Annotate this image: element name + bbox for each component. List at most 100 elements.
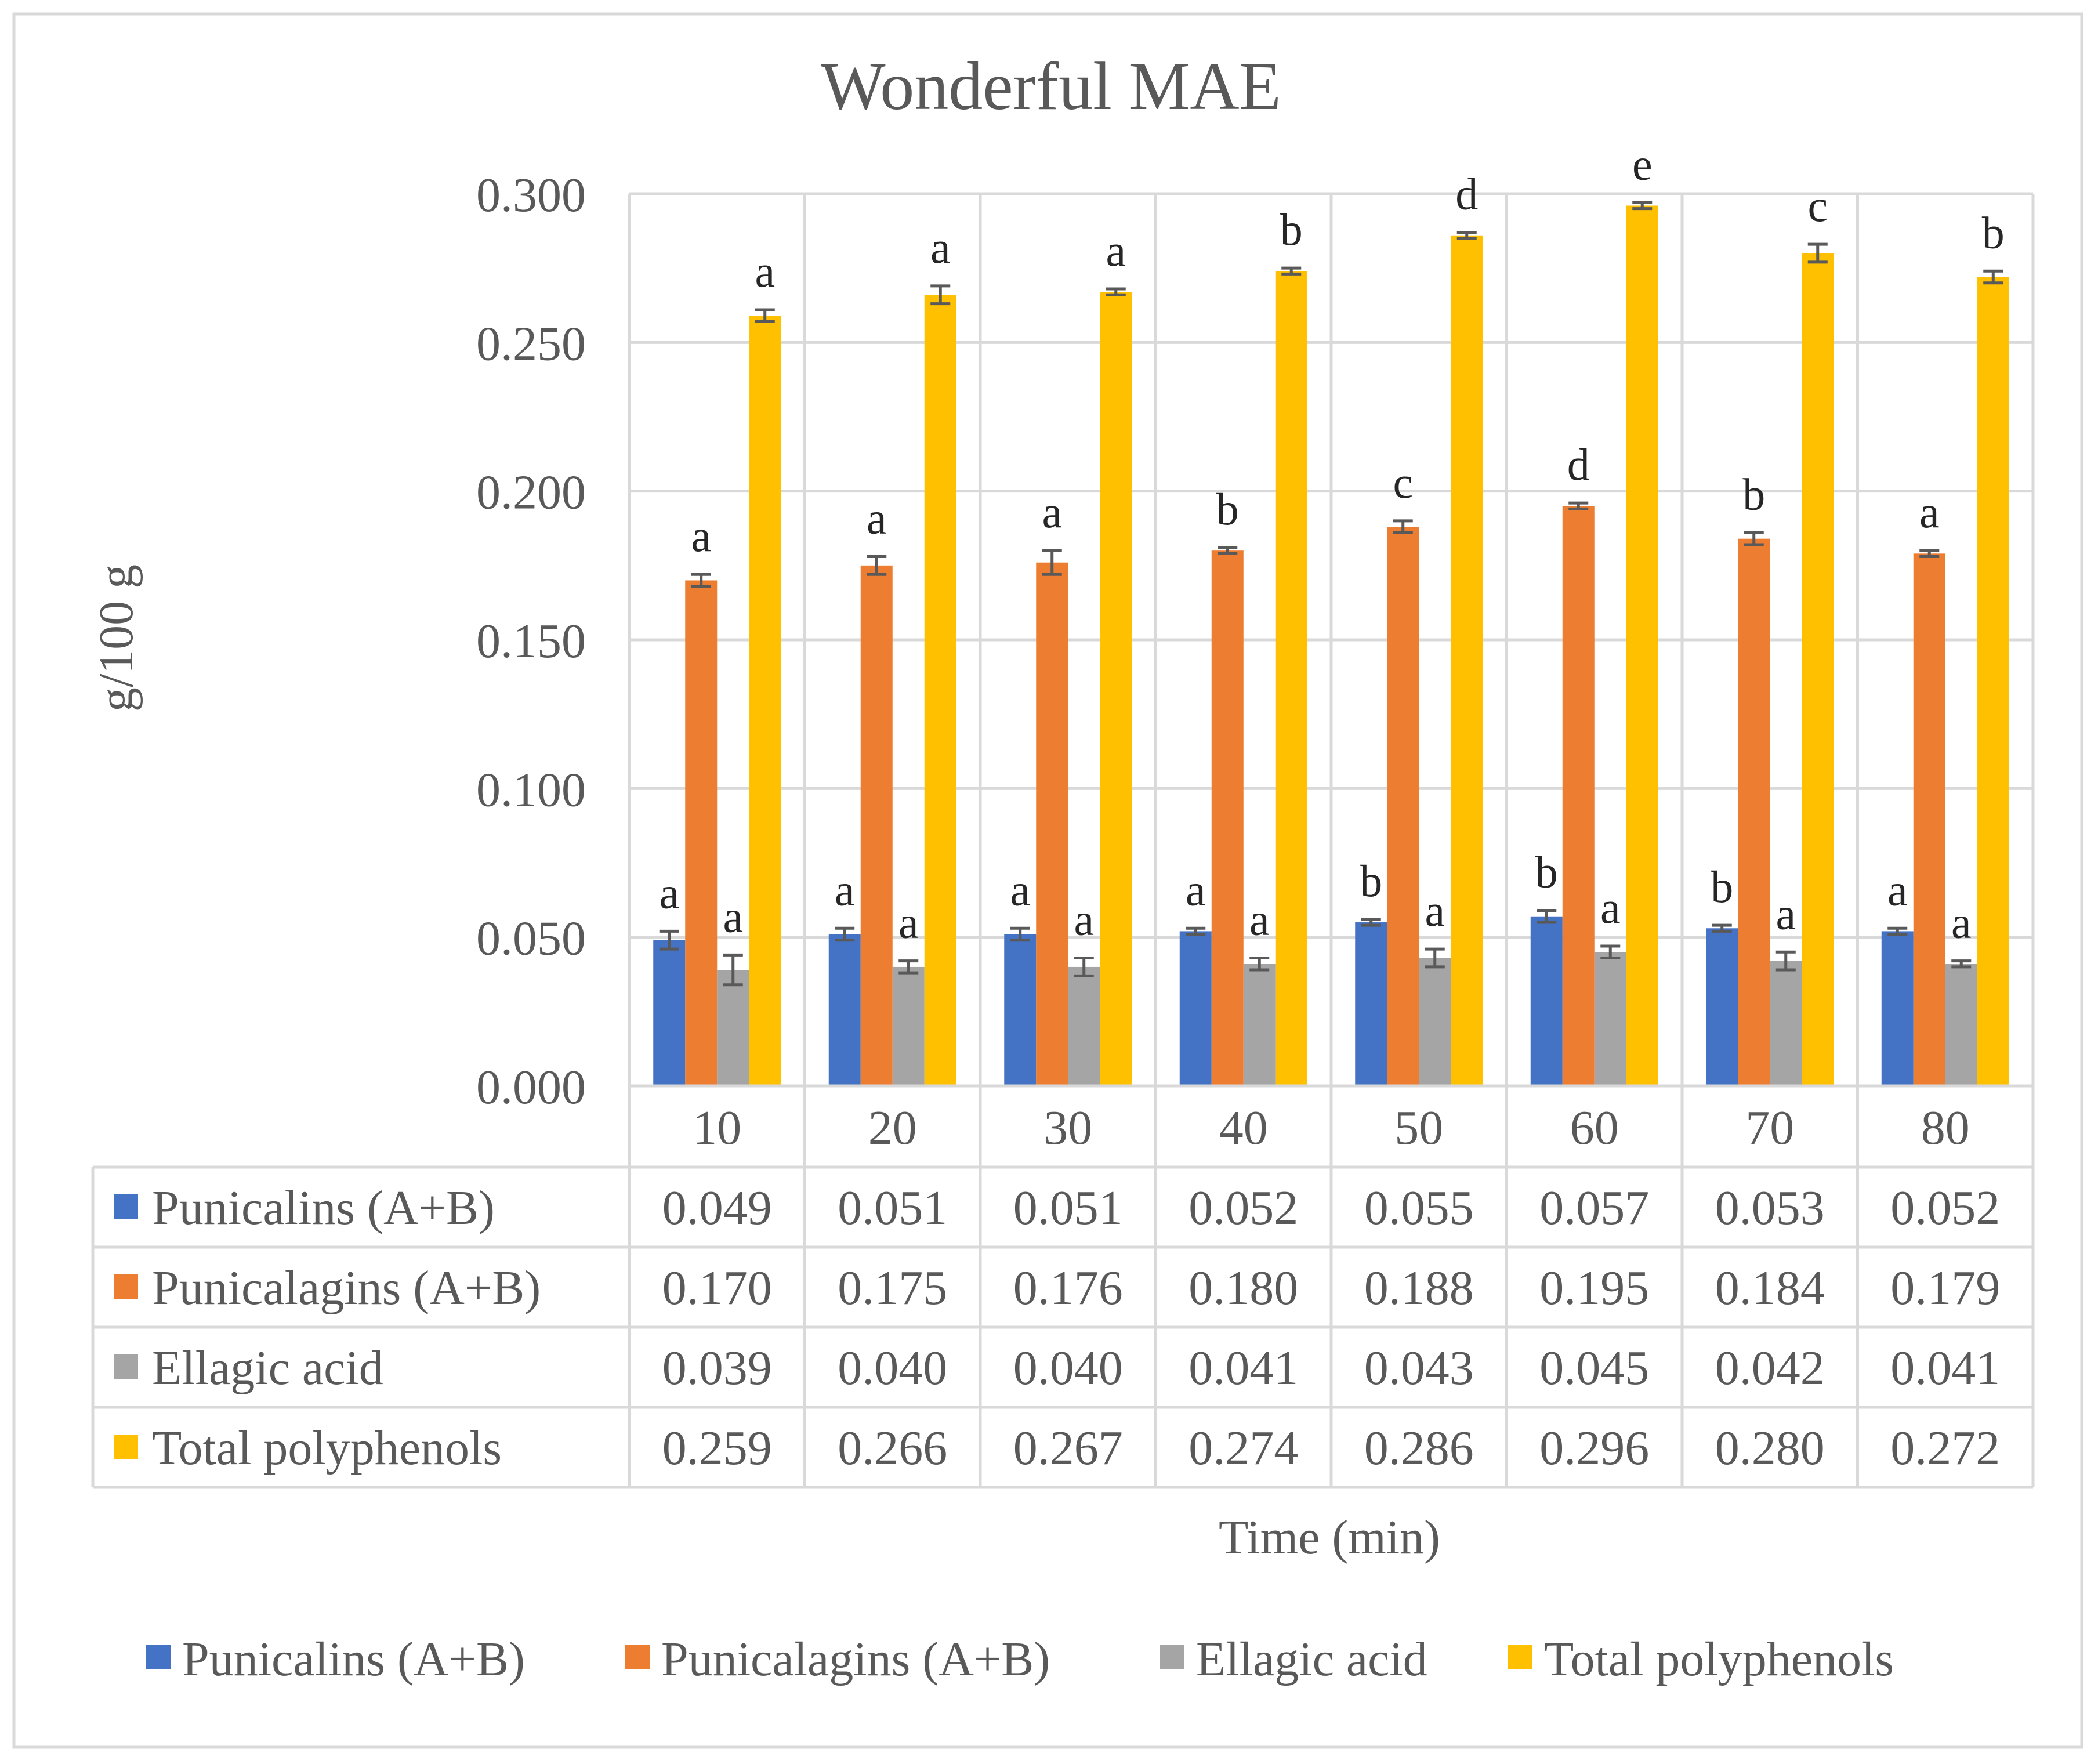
x-tick-label: 60 (1570, 1101, 1619, 1155)
bar (924, 295, 956, 1086)
x-tick-label: 10 (693, 1101, 741, 1155)
bar (1802, 253, 1834, 1086)
significance-letter: a (659, 867, 679, 918)
bar (1275, 271, 1307, 1086)
y-tick-label: 0.150 (476, 614, 586, 668)
bar (1594, 952, 1626, 1086)
legend-label: Punicalagins (A+B) (661, 1632, 1050, 1686)
table-cell-value: 0.041 (1890, 1341, 2000, 1395)
bar (1355, 922, 1387, 1086)
table-cell-value: 0.179 (1890, 1261, 2000, 1315)
significance-letter: a (898, 897, 919, 948)
significance-letter: a (723, 891, 743, 941)
legend-label: Punicalins (A+B) (182, 1632, 525, 1686)
bar (828, 934, 861, 1086)
bar (1419, 958, 1451, 1086)
bar (1451, 235, 1483, 1086)
y-tick-label: 0.000 (476, 1060, 586, 1114)
significance-letter: d (1567, 439, 1590, 490)
table-cell-value: 0.259 (662, 1421, 772, 1475)
table-cell-value: 0.272 (1890, 1421, 2000, 1475)
significance-letter: a (1042, 487, 1062, 537)
significance-letter: b (1711, 861, 1733, 912)
significance-letter: a (1919, 487, 1940, 537)
significance-letter: a (1600, 882, 1621, 933)
table-cell-value: 0.053 (1715, 1181, 1825, 1235)
table-cell-value: 0.039 (662, 1341, 772, 1395)
table-cell-value: 0.052 (1188, 1181, 1298, 1235)
chart-title: Wonderful MAE (821, 48, 1281, 124)
bar (1706, 928, 1738, 1086)
error-bars (659, 201, 2003, 987)
significance-letter: b (1360, 856, 1382, 906)
series-key-swatch (114, 1274, 138, 1299)
table-cell-value: 0.175 (838, 1261, 947, 1315)
table-cell-value: 0.296 (1539, 1421, 1649, 1475)
significance-letter: a (867, 492, 887, 543)
significance-letter: a (835, 864, 855, 915)
bar (1100, 292, 1132, 1086)
table-cell-value: 0.267 (1013, 1421, 1123, 1475)
table-cell-value: 0.041 (1188, 1341, 1298, 1395)
y-axis-label: g/100 g (89, 564, 143, 712)
chart-border (12, 12, 2083, 1749)
significance-letter: b (1535, 847, 1558, 897)
bar (717, 970, 749, 1086)
y-tick-label: 0.200 (476, 466, 586, 520)
bar (1626, 205, 1658, 1086)
significance-letter: b (1216, 484, 1239, 534)
bar (685, 580, 718, 1086)
significance-letter: a (1010, 864, 1030, 915)
table-cell-value: 0.280 (1715, 1421, 1825, 1475)
bar (1243, 964, 1276, 1086)
x-tick-label: 20 (868, 1101, 917, 1155)
table-cell-value: 0.180 (1188, 1261, 1298, 1315)
significance-letter: b (1280, 204, 1303, 255)
table-cell-value: 0.045 (1539, 1341, 1649, 1395)
table-cell-value: 0.042 (1715, 1341, 1825, 1395)
legend-label: Ellagic acid (1196, 1632, 1427, 1686)
bar (1738, 538, 1770, 1086)
x-tick-label: 30 (1043, 1101, 1092, 1155)
significance-letter: d (1455, 169, 1478, 219)
table-cell-value: 0.195 (1539, 1261, 1649, 1315)
significance-letter: c (1393, 457, 1413, 508)
bars (653, 205, 2009, 1086)
table-cell-value: 0.274 (1188, 1421, 1298, 1475)
bar (1068, 966, 1100, 1086)
table-cell-value: 0.184 (1715, 1261, 1825, 1315)
y-tick-label: 0.100 (476, 763, 586, 817)
legend-swatch (1508, 1645, 1532, 1669)
table-cell-value: 0.176 (1013, 1261, 1123, 1315)
bar (1211, 550, 1244, 1086)
bar (1179, 931, 1212, 1086)
table-cell-value: 0.286 (1364, 1421, 1474, 1475)
table-cell-value: 0.040 (1013, 1341, 1123, 1395)
bar (860, 565, 893, 1086)
bar (1036, 562, 1068, 1086)
bar (1530, 916, 1563, 1086)
bar (1387, 527, 1419, 1086)
legend-swatch (146, 1645, 171, 1669)
significance-letter: b (1742, 469, 1765, 519)
significance-letter: a (1425, 885, 1445, 936)
bar (1770, 961, 1802, 1086)
data-table: 10 20 30 40 50 60 70 80 Punicalins (A+B) 0.049 0.0… (91, 194, 2035, 1489)
significance-letter: a (1074, 894, 1094, 945)
x-tick-label: 70 (1745, 1101, 1794, 1155)
significance-letter: a (691, 510, 711, 561)
x-tick-label: 80 (1921, 1101, 1970, 1155)
x-axis-label: Time (min) (1219, 1511, 1440, 1564)
table-cell-value: 0.052 (1890, 1181, 2000, 1235)
series-row-name: Total polyphenols (152, 1421, 502, 1475)
bar (749, 316, 781, 1086)
series-key-swatch (114, 1194, 138, 1219)
table-cell-value: 0.051 (838, 1181, 947, 1235)
series-row-name: Punicalins (A+B) (152, 1181, 495, 1235)
table-cell-value: 0.188 (1364, 1261, 1474, 1315)
table-cell-value: 0.051 (1013, 1181, 1123, 1235)
bar (653, 940, 686, 1086)
